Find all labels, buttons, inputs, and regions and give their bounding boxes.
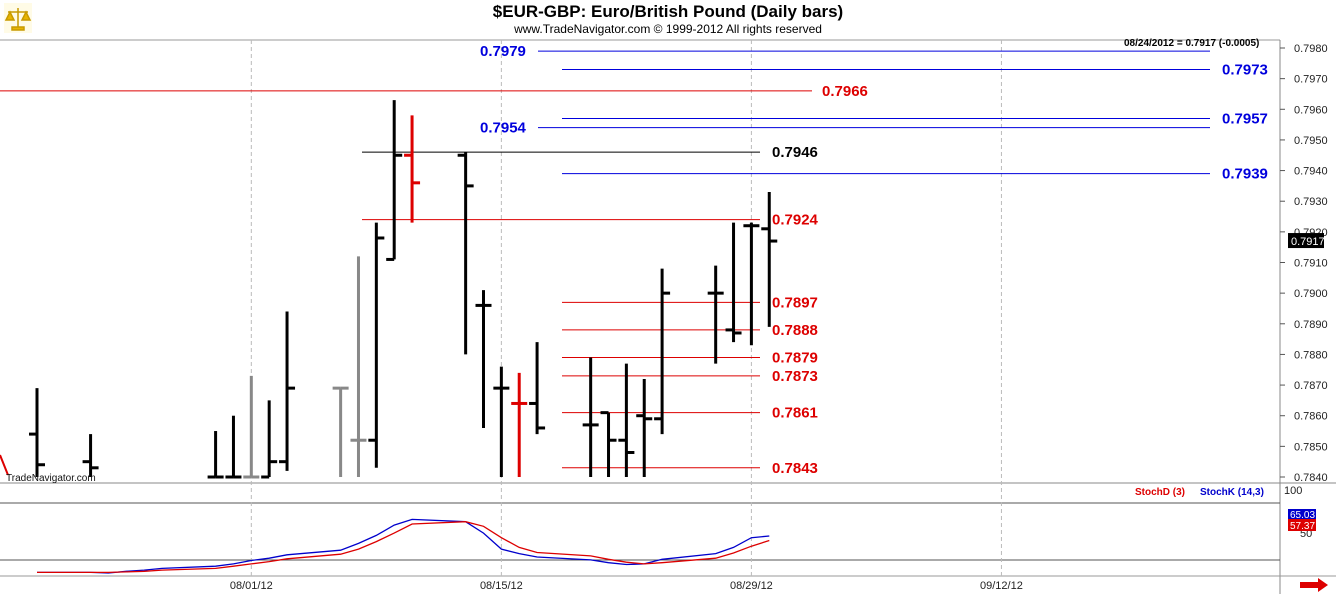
price-tick-label: 0.7890 — [1294, 319, 1328, 331]
scales-base — [11, 26, 25, 31]
date-tick-label: 08/01/12 — [230, 580, 273, 592]
level-label: 0.7924 — [772, 212, 819, 229]
edge-bar-fragment — [0, 454, 9, 476]
scales-icon — [4, 8, 32, 31]
price-tick-label: 0.7950 — [1294, 135, 1328, 147]
price-tick-label: 0.7840 — [1294, 472, 1328, 484]
ohlc-bars — [0, 100, 778, 479]
level-label: 0.7879 — [772, 349, 818, 366]
level-label: 0.7888 — [772, 322, 818, 339]
last-quote-label: 08/24/2012 = 0.7917 (-0.0005) — [1124, 38, 1259, 49]
level-label: 0.7957 — [1222, 110, 1268, 127]
stochastic-panel — [37, 518, 770, 574]
stochD-value: 57.37 — [1290, 521, 1315, 532]
last-price-text: 0.7917 — [1291, 236, 1325, 248]
stochD-line — [37, 521, 770, 574]
last-price-badge: 0.7917 — [1288, 233, 1325, 249]
price-tick-label: 0.7910 — [1294, 258, 1328, 270]
scales-left-pan — [4, 10, 16, 21]
date-tick-label: 09/12/12 — [980, 580, 1023, 592]
price-tick-label: 0.7850 — [1294, 441, 1328, 453]
chart-title: $EUR-GBP: Euro/British Pound (Daily bars… — [493, 2, 843, 21]
stoch-tick-100: 100 — [1284, 485, 1302, 497]
app-logo[interactable] — [4, 3, 32, 33]
stochK-value: 65.03 — [1290, 510, 1315, 521]
scales-right-pan — [20, 10, 32, 21]
level-label: 0.7873 — [772, 368, 818, 385]
level-label: 0.7897 — [772, 294, 818, 311]
price-tick-label: 0.7960 — [1294, 104, 1328, 116]
price-tick-label: 0.7860 — [1294, 411, 1328, 423]
level-label: 0.7939 — [1222, 166, 1268, 183]
stochK-line — [37, 518, 770, 574]
stochD-badge: 57.37 — [1288, 519, 1316, 532]
level-label: 0.7979 — [480, 43, 526, 60]
legend-stochD: StochD (3) — [1135, 487, 1185, 498]
chart-copyright: www.TradeNavigator.com © 1999-2012 All r… — [513, 22, 822, 36]
date-axis: 08/01/12 08/15/12 08/29/12 09/12/12 — [230, 580, 1023, 592]
support-resistance-levels: 0.7979 0.7973 0.7966 0.7957 0.7954 0.7946 0.79… — [0, 43, 1268, 477]
level-label: 0.7966 — [822, 83, 868, 100]
price-tick-label: 0.7970 — [1294, 74, 1328, 86]
price-tick-label: 0.7870 — [1294, 380, 1328, 392]
price-tick-label: 0.7940 — [1294, 166, 1328, 178]
level-label: 0.7973 — [1222, 61, 1268, 78]
watermark: TradeNavigator.com — [6, 473, 96, 484]
price-tick-label: 0.7980 — [1294, 43, 1328, 55]
price-tick-label: 0.7930 — [1294, 196, 1328, 208]
level-label: 0.7861 — [772, 405, 818, 422]
legend-stochK: StochK (14,3) — [1200, 487, 1264, 498]
date-tick-label: 08/15/12 — [480, 580, 523, 592]
level-label: 0.7946 — [772, 144, 818, 161]
date-tick-label: 08/29/12 — [730, 580, 773, 592]
level-label: 0.7954 — [480, 120, 527, 137]
scroll-right-button[interactable] — [1300, 578, 1328, 592]
price-tick-label: 0.7900 — [1294, 288, 1328, 300]
right-arrow-icon — [1300, 578, 1328, 592]
date-gridlines — [250, 40, 1002, 576]
stochK-badge: 65.03 — [1288, 509, 1316, 521]
level-label: 0.7843 — [772, 460, 818, 477]
price-axis: 0.7980 0.7970 0.7960 0.7950 0.7940 0.7930 0.79… — [1280, 43, 1328, 484]
price-tick-label: 0.7880 — [1294, 349, 1328, 361]
